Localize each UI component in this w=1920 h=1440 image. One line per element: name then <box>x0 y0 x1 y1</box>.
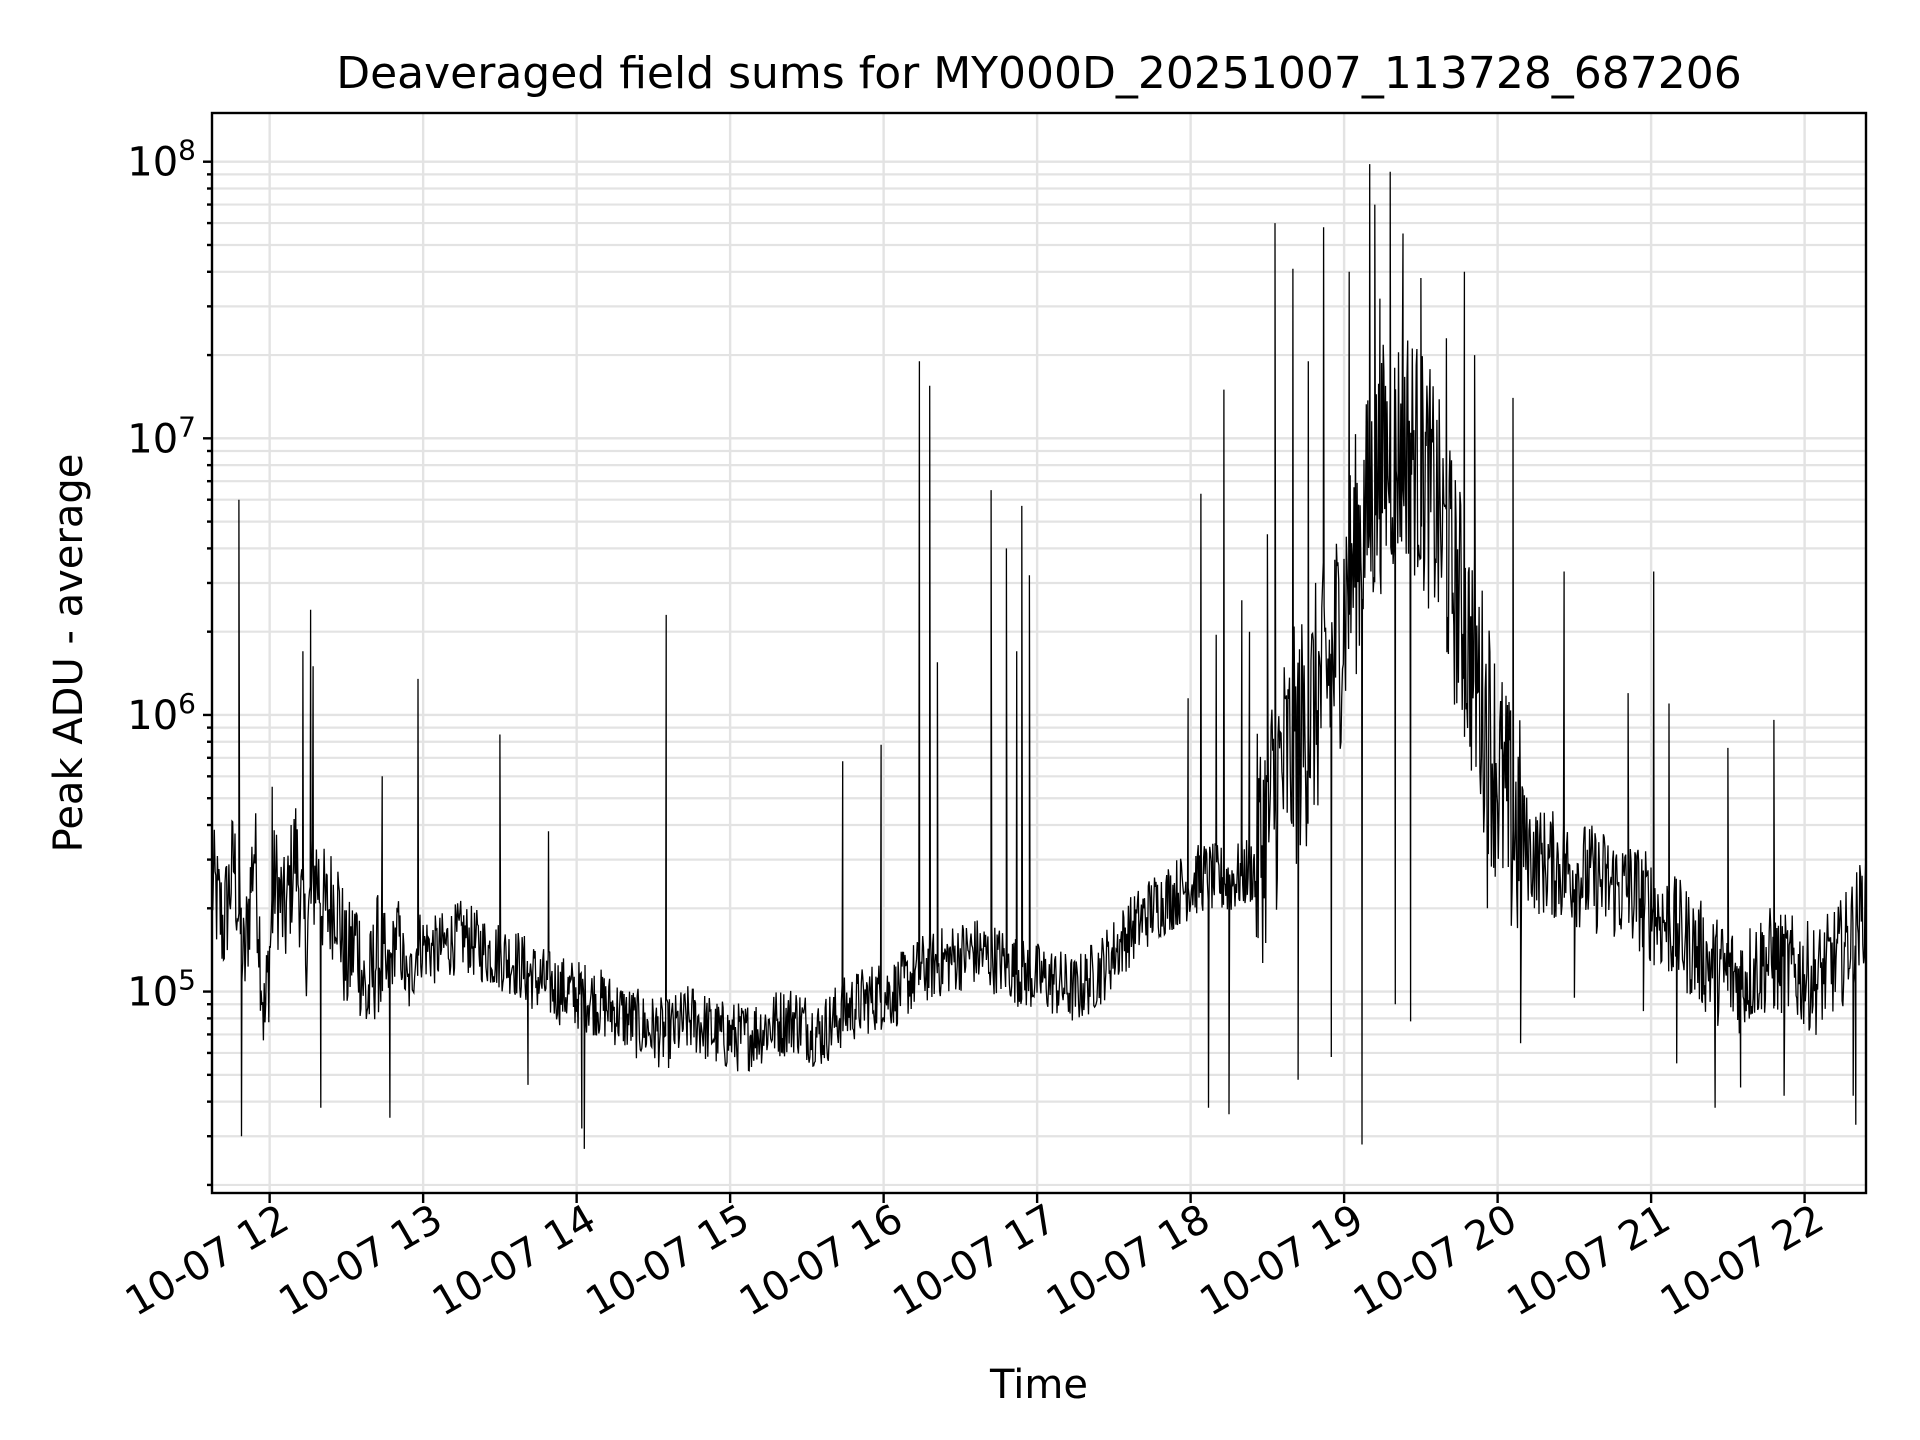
chart-title: Deaveraged field sums for MY000D_2025100… <box>336 48 1742 99</box>
y-tick-label: 107 <box>127 410 196 462</box>
plot-frame <box>210 111 1868 1195</box>
y-tick-label: 106 <box>127 687 196 739</box>
y-tick-label: 105 <box>127 964 196 1016</box>
y-axis: 105 106 107 108 <box>127 134 212 1187</box>
y-tick-label: 108 <box>127 134 196 186</box>
grid <box>212 113 1866 1193</box>
x-axis-label: Time <box>989 1362 1088 1408</box>
y-axis-label: Peak ADU - average <box>46 454 92 853</box>
series-line <box>211 164 1867 1149</box>
series <box>211 164 1867 1149</box>
